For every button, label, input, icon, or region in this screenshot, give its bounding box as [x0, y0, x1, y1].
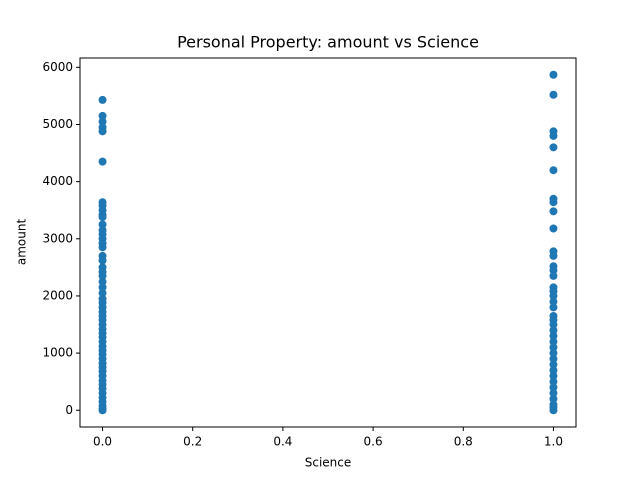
- point: [549, 143, 558, 152]
- x-tick-label: 0.2: [183, 435, 202, 449]
- point: [549, 360, 558, 369]
- point: [549, 198, 558, 207]
- point: [549, 303, 558, 312]
- y-axis-label: amount: [15, 219, 29, 266]
- point: [549, 131, 558, 140]
- x-tick-label: 0.0: [93, 435, 112, 449]
- point: [549, 389, 558, 398]
- y-tick-label: 5000: [42, 117, 73, 131]
- point: [98, 283, 107, 292]
- point: [549, 297, 558, 306]
- point: [549, 271, 558, 280]
- point: [549, 224, 558, 233]
- point: [549, 166, 558, 175]
- point: [549, 337, 558, 346]
- point: [549, 251, 558, 260]
- chart-title: Personal Property: amount vs Science: [177, 33, 479, 52]
- point: [549, 349, 558, 358]
- point: [549, 320, 558, 329]
- point: [98, 220, 107, 229]
- point: [549, 377, 558, 386]
- point: [98, 95, 107, 104]
- point: [98, 111, 107, 120]
- point: [549, 291, 558, 300]
- point: [98, 127, 107, 136]
- x-tick-label: 0.6: [364, 435, 383, 449]
- point: [549, 366, 558, 375]
- y-tick-label: 1000: [42, 346, 73, 360]
- point: [549, 207, 558, 216]
- point: [549, 354, 558, 363]
- y-tick-label: 0: [65, 403, 73, 417]
- axes-frame: [79, 57, 577, 428]
- x-tick-label: 0.4: [273, 435, 292, 449]
- y-tick-label: 6000: [42, 60, 73, 74]
- y-tick-label: 4000: [42, 174, 73, 188]
- x-axis-label: Science: [305, 456, 352, 470]
- y-tick-label: 3000: [42, 231, 73, 245]
- y-tick-label: 2000: [42, 288, 73, 302]
- point: [98, 243, 107, 252]
- x-tick-label: 0.8: [454, 435, 473, 449]
- point: [98, 277, 107, 286]
- x-tick-label: 1.0: [544, 435, 563, 449]
- point: [98, 213, 107, 222]
- point: [549, 406, 558, 415]
- point: [98, 256, 107, 265]
- point: [549, 394, 558, 403]
- point: [549, 326, 558, 335]
- point: [549, 331, 558, 340]
- point: [549, 90, 558, 99]
- point: [98, 271, 107, 280]
- point: [98, 157, 107, 166]
- point: [549, 266, 558, 275]
- point: [98, 289, 107, 298]
- point: [549, 70, 558, 79]
- point: [98, 406, 107, 415]
- point: [549, 371, 558, 380]
- point: [549, 343, 558, 352]
- point: [549, 383, 558, 392]
- point: [98, 117, 107, 126]
